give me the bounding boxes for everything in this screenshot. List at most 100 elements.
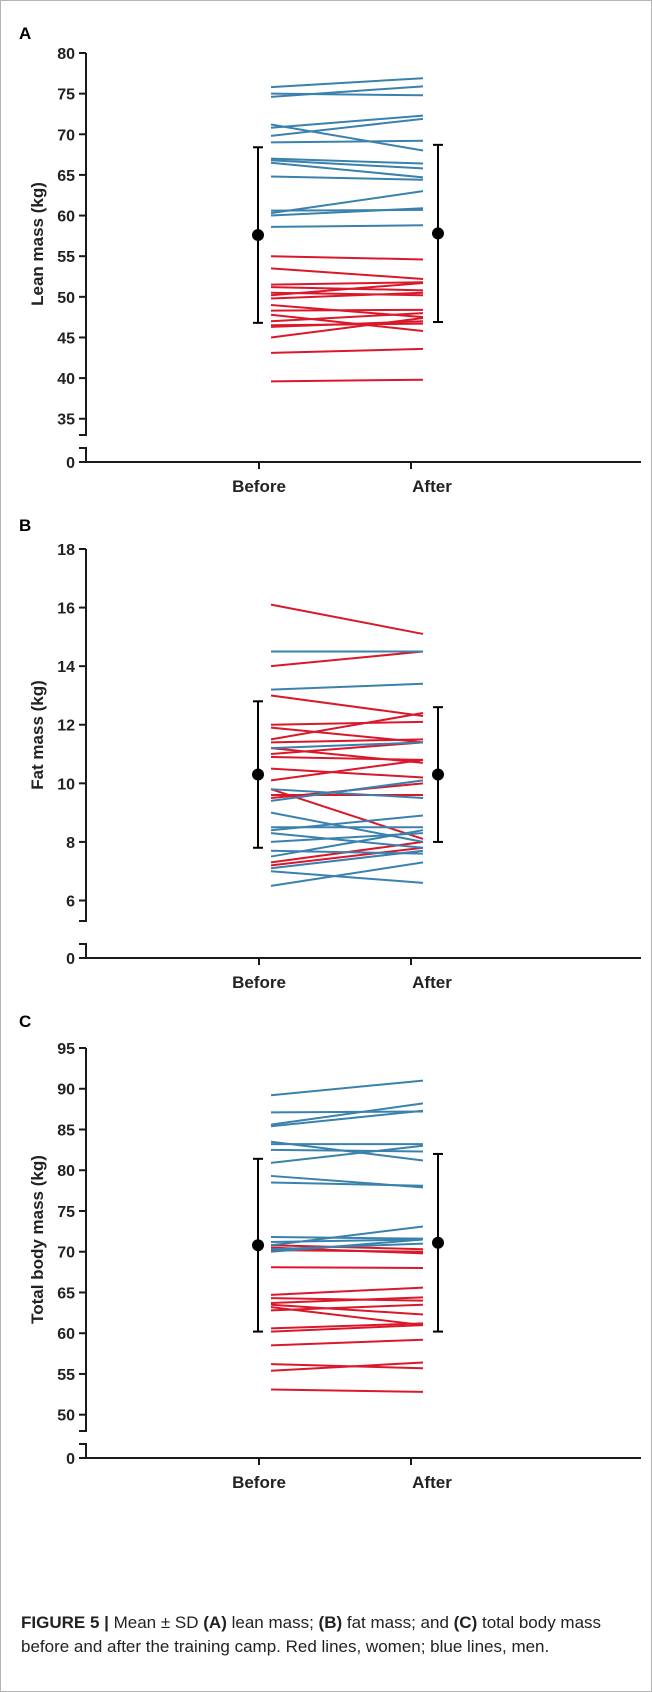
- y-axis-label: Total body mass (kg): [28, 1155, 47, 1324]
- after-mean-point: [432, 227, 444, 240]
- women-line: [270, 1296, 424, 1305]
- after-mean-point: [432, 768, 444, 781]
- y-tick-label: 0: [66, 951, 75, 968]
- women-line: [270, 767, 424, 779]
- caption-text-3: fat mass; and: [342, 1613, 454, 1632]
- women-line: [270, 650, 424, 668]
- y-tick-label: 8: [66, 835, 75, 852]
- men-line: [270, 1144, 424, 1164]
- women-line: [270, 316, 424, 339]
- women-line: [270, 1266, 424, 1270]
- y-tick-label: 90: [57, 1082, 75, 1099]
- women-line: [270, 758, 424, 782]
- women-line: [270, 267, 424, 280]
- y-tick-label: 80: [57, 1163, 75, 1180]
- women-line: [270, 1303, 424, 1312]
- men-line: [270, 85, 424, 98]
- caption-text-4: total body mass before and after the tra…: [21, 1613, 602, 1656]
- women-line: [270, 755, 424, 761]
- y-tick-label: 60: [57, 209, 75, 226]
- x-tick-label: After: [412, 477, 452, 496]
- men-line: [270, 114, 424, 129]
- men-line: [270, 682, 424, 691]
- women-line: [270, 1324, 424, 1333]
- men-line: [270, 1236, 424, 1240]
- y-tick-label: 0: [66, 455, 75, 472]
- men-line: [270, 123, 424, 152]
- y-tick-label: 75: [57, 1204, 75, 1221]
- y-tick-label: 0: [66, 1451, 75, 1468]
- y-tick-label: 45: [57, 330, 75, 347]
- women-line: [270, 282, 424, 297]
- y-axis-label: Fat mass (kg): [28, 680, 47, 790]
- y-tick-label: 70: [57, 1245, 75, 1262]
- men-line: [270, 175, 424, 181]
- women-line: [270, 1286, 424, 1296]
- women-line: [270, 603, 424, 635]
- y-tick-label: 65: [57, 168, 75, 185]
- women-line: [270, 281, 424, 286]
- men-line: [270, 788, 424, 799]
- panel-letter: B: [19, 516, 31, 535]
- y-tick-label: 55: [57, 249, 75, 266]
- caption-label: FIGURE 5 |: [21, 1613, 109, 1632]
- men-line: [270, 190, 424, 215]
- before-mean-point: [252, 768, 264, 781]
- men-line: [270, 779, 424, 802]
- y-tick-label: 50: [57, 290, 75, 307]
- men-line: [270, 159, 424, 170]
- women-line: [270, 720, 424, 726]
- before-mean-point: [252, 229, 264, 242]
- men-line: [270, 832, 424, 849]
- panel-b: B 0 6 8 10 12 14 16 18 Before After Fat mass (kg): [19, 516, 641, 992]
- after-mean-point: [432, 1236, 444, 1249]
- men-line: [270, 224, 424, 228]
- men-line: [270, 870, 424, 884]
- y-tick-label: 50: [57, 1408, 75, 1425]
- men-line: [270, 861, 424, 887]
- y-tick-label: 14: [57, 659, 75, 676]
- x-tick-label: Before: [232, 477, 286, 496]
- caption-text-2: lean mass;: [226, 1613, 319, 1632]
- figure-caption: FIGURE 5 | Mean ± SD (A) lean mass; (B) …: [21, 1611, 641, 1659]
- men-line: [270, 1225, 424, 1247]
- y-tick-label: 95: [57, 1041, 75, 1058]
- men-line: [270, 207, 424, 217]
- y-tick-label: 85: [57, 1122, 75, 1139]
- y-tick-label: 60: [57, 1326, 75, 1343]
- caption-text-1: Mean ± SD: [108, 1613, 204, 1632]
- men-line: [270, 157, 424, 165]
- men-line: [270, 1148, 424, 1153]
- y-tick-label: 12: [57, 718, 75, 735]
- men-line: [270, 1181, 424, 1187]
- caption-ref-a: (A): [203, 1613, 227, 1632]
- men-line: [270, 1110, 424, 1114]
- men-line: [270, 139, 424, 144]
- women-line: [270, 1361, 424, 1372]
- y-tick-label: 16: [57, 601, 75, 618]
- men-line: [270, 92, 424, 97]
- women-line: [270, 1388, 424, 1393]
- y-tick-label: 55: [57, 1367, 75, 1384]
- men-line: [270, 1079, 424, 1097]
- women-line: [270, 347, 424, 354]
- men-line: [270, 117, 424, 137]
- before-mean-point: [252, 1239, 264, 1252]
- x-tick-label: Before: [232, 1473, 286, 1492]
- men-line: [270, 77, 424, 89]
- panel-letter: A: [19, 24, 31, 43]
- x-tick-label: Before: [232, 973, 286, 992]
- x-tick-label: After: [412, 973, 452, 992]
- y-tick-label: 35: [57, 412, 75, 429]
- caption-ref-c: (C): [453, 1613, 478, 1632]
- women-line: [270, 255, 424, 261]
- men-line: [270, 161, 424, 179]
- y-tick-label: 18: [57, 542, 75, 559]
- caption-ref-b: (B): [318, 1613, 343, 1632]
- women-line: [270, 291, 424, 300]
- panel-c: C 0 50 55 60 65 70 75 80 85 90 95 Before After Total b…: [19, 1012, 641, 1492]
- women-line: [270, 738, 424, 744]
- y-tick-label: 70: [57, 127, 75, 144]
